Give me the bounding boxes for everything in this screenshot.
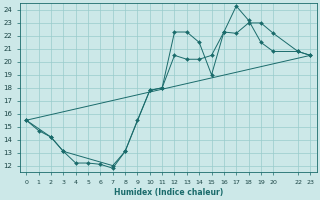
X-axis label: Humidex (Indice chaleur): Humidex (Indice chaleur): [114, 188, 223, 197]
